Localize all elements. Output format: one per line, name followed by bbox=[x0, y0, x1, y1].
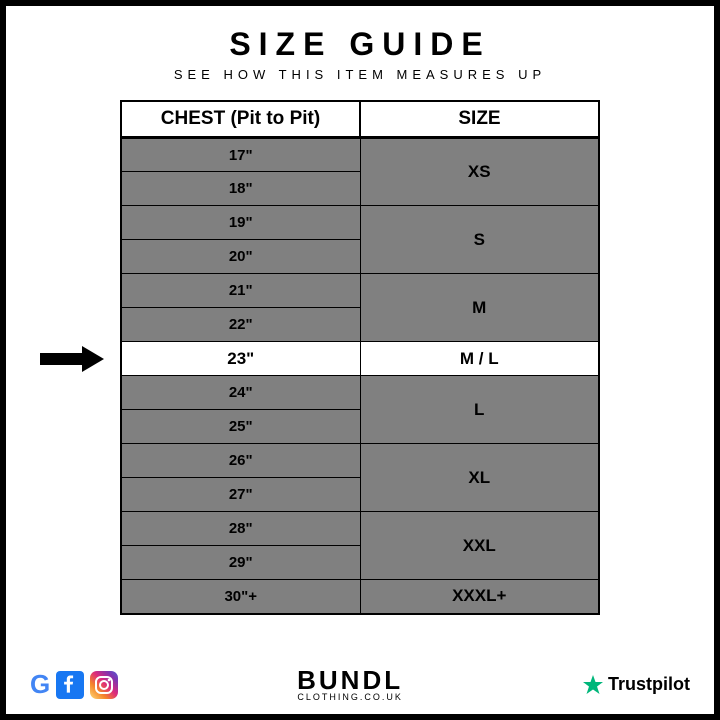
brand-logo: BUNDL CLOTHING.CO.UK bbox=[297, 667, 403, 702]
chest-cell: 27" bbox=[121, 478, 360, 512]
size-cell: L bbox=[360, 376, 599, 444]
chest-cell: 25" bbox=[121, 410, 360, 444]
chest-cell: 22" bbox=[121, 308, 360, 342]
chest-cell: 18" bbox=[121, 172, 360, 206]
chest-cell: 23" bbox=[121, 342, 360, 376]
chest-cell: 20" bbox=[121, 240, 360, 274]
size-cell: XXXL+ bbox=[360, 580, 599, 614]
size-cell: XS bbox=[360, 138, 599, 206]
size-cell: XXL bbox=[360, 512, 599, 580]
trustpilot-badge: Trustpilot bbox=[582, 674, 690, 696]
facebook-icon bbox=[56, 671, 84, 699]
size-column-header: SIZE bbox=[360, 101, 599, 138]
google-icon: G bbox=[30, 669, 50, 700]
chest-cell: 17" bbox=[121, 138, 360, 172]
chest-cell: 21" bbox=[121, 274, 360, 308]
chest-cell: 26" bbox=[121, 444, 360, 478]
chest-cell: 24" bbox=[121, 376, 360, 410]
social-icons: G bbox=[30, 669, 118, 700]
size-cell: M / L bbox=[360, 342, 599, 376]
page-title: SIZE GUIDE bbox=[229, 26, 490, 63]
size-cell: M bbox=[360, 274, 599, 342]
size-table-wrap: CHEST (Pit to Pit) SIZE 17"XS18"19"S20"2… bbox=[6, 100, 714, 615]
page-subtitle: SEE HOW THIS ITEM MEASURES UP bbox=[174, 67, 546, 82]
chest-cell: 30"+ bbox=[121, 580, 360, 614]
size-cell: S bbox=[360, 206, 599, 274]
size-guide-table: CHEST (Pit to Pit) SIZE 17"XS18"19"S20"2… bbox=[120, 100, 600, 615]
chest-cell: 28" bbox=[121, 512, 360, 546]
chest-cell: 29" bbox=[121, 546, 360, 580]
trustpilot-label: Trustpilot bbox=[608, 674, 690, 695]
brand-name: BUNDL bbox=[297, 667, 403, 693]
chest-cell: 19" bbox=[121, 206, 360, 240]
size-cell: XL bbox=[360, 444, 599, 512]
highlight-arrow-icon bbox=[40, 349, 110, 369]
instagram-icon bbox=[90, 671, 118, 699]
footer: G BUNDL CLOTHING.CO.UK Trustpilot bbox=[6, 667, 714, 702]
chest-column-header: CHEST (Pit to Pit) bbox=[121, 101, 360, 138]
trustpilot-star-icon bbox=[582, 674, 604, 696]
brand-url: CLOTHING.CO.UK bbox=[297, 693, 403, 702]
